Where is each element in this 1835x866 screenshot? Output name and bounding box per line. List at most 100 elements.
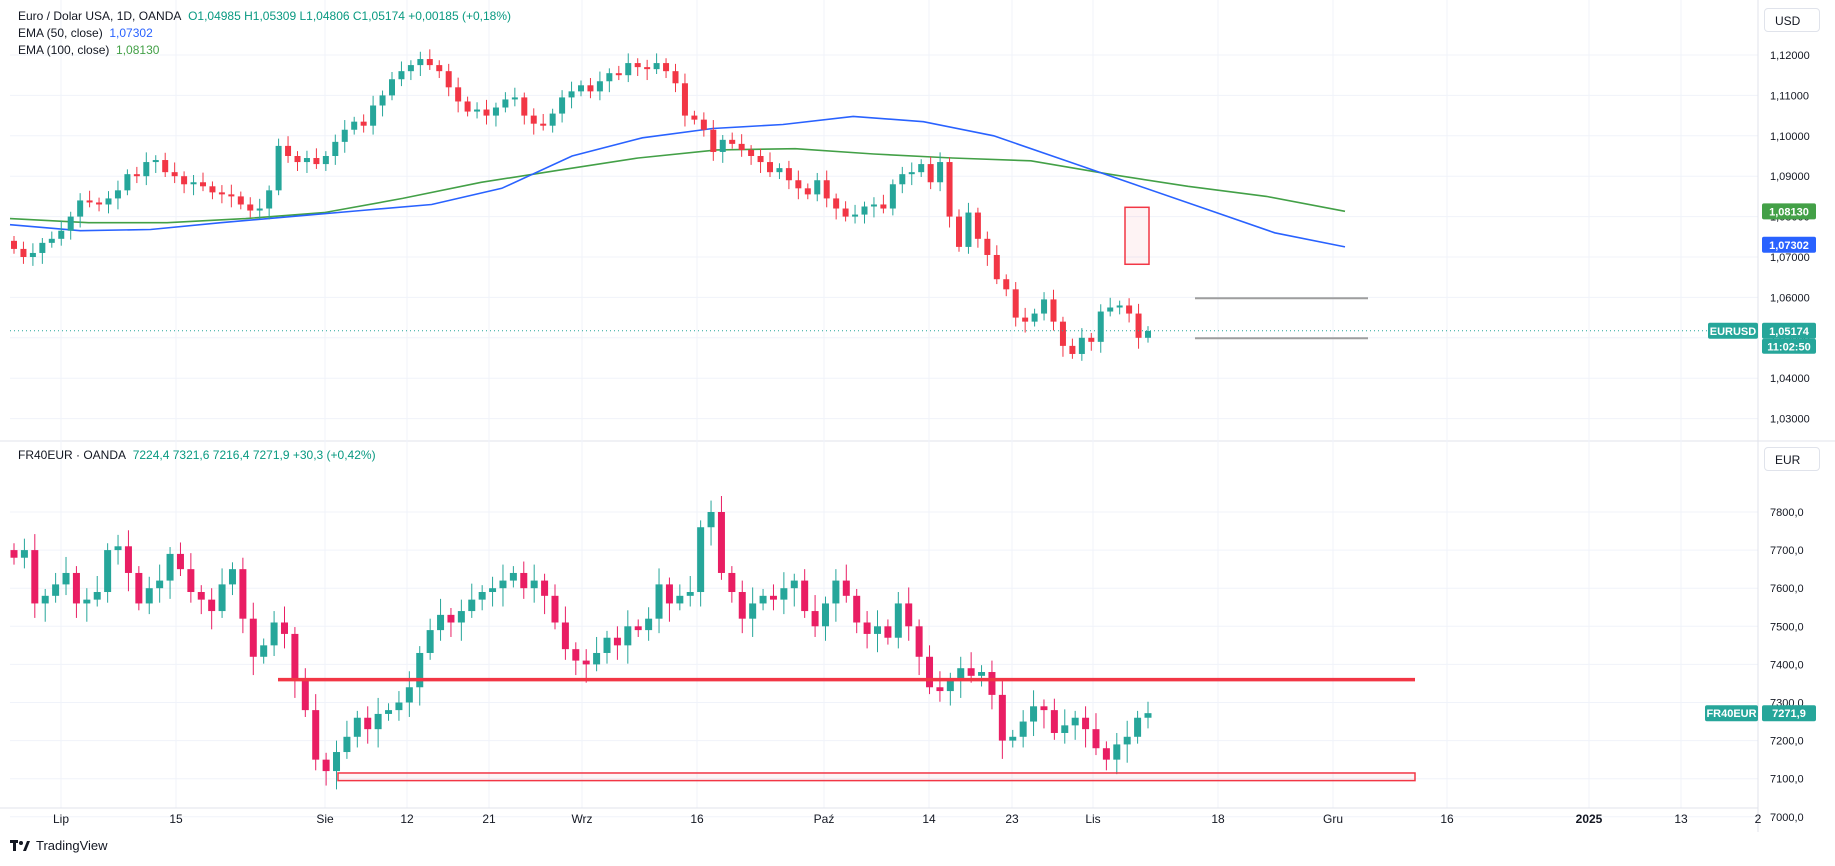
candle-body [804,188,811,195]
ema100-value: 1,08130 [116,43,160,57]
candle-body [1003,279,1010,290]
candle-body [624,626,632,646]
fr40-symbol-tag-bg [1705,705,1758,722]
candle-body [568,91,575,98]
y-tick-label: 1,07000 [1770,252,1810,264]
candle-body [436,65,443,72]
candle-body [915,626,923,657]
candle-body [663,63,670,72]
candle-body [228,194,235,197]
candle-body [1050,710,1058,733]
candle-body [1030,706,1038,722]
candle-body [946,162,953,217]
time-tick-label: 15 [169,812,183,826]
candle-body [447,614,455,623]
time-tick-label: 12 [400,812,414,826]
ema50-price-tag: 1,07302 [1769,240,1809,252]
candle-body [181,176,188,185]
candle-body [437,614,445,631]
candle-body [956,216,962,247]
price-axes[interactable]: 1,120001,110001,100001,090001,080001,070… [0,0,1810,832]
candle-body [96,202,103,205]
candle-body [899,174,906,185]
time-tick-label: 16 [1440,812,1454,826]
ema50-label[interactable]: EMA (50, close) [18,26,103,40]
candle-body [114,546,122,551]
candle-body [280,622,288,634]
ema100-line [9,147,1346,224]
support-zone [337,772,1416,782]
candle-body [370,105,377,126]
candle-body [655,584,663,619]
y-tick-label: 1,04000 [1770,373,1810,385]
candle-body [842,580,850,596]
candle-body [625,63,632,76]
y-tick-label: 7400,0 [1770,659,1804,671]
eurusd-title[interactable]: Euro / Dolar USA, 1D, OANDA [18,9,182,23]
candle-body [965,212,972,247]
eurusd-last-price-tag-bg [1762,322,1816,339]
candle-body [974,212,981,239]
candle-body [823,180,830,199]
candle-body [842,208,849,217]
candle-body [200,182,206,187]
candle-body [11,240,17,249]
candle-body [801,580,809,612]
drawing-annotations[interactable] [10,206,1758,782]
eur-currency-button[interactable]: EUR [1764,447,1820,471]
time-axis[interactable]: Lip 15 Sie 12 21 Wrz 16 Paź 14 23 Lis 18 Gru 16 2025 13… [53,812,1762,826]
y-tick-label: 1,11000 [1770,90,1809,102]
time-tick-label: 23 [1005,812,1019,826]
eurusd-symbol-tag: EURUSD [1710,326,1757,338]
candle-body [457,611,465,623]
candle-body [104,550,112,593]
candle-body [416,652,424,688]
usd-currency-button[interactable]: USD [1764,8,1820,32]
candle-body [1116,305,1123,308]
ema100-label[interactable]: EMA (100, close) [18,43,110,57]
candle-body [483,109,490,116]
candle-body [294,156,301,163]
candle-body [502,99,509,108]
candle-body [152,160,159,163]
candle-body [312,710,320,760]
candle-body [77,200,84,217]
candle-body [634,626,642,631]
candle-body [603,637,611,653]
candle-body [613,637,621,646]
candle-body [72,572,80,604]
eurusd-last-price-tag: 1,05174 [1769,326,1810,338]
candle-body [20,248,27,257]
candle-body [322,759,330,772]
fr40-last-price-tag: 7271,9 [1772,708,1806,720]
y-tick-label: 7100,0 [1770,774,1804,786]
candle-body [492,107,499,116]
candle-body [464,101,471,112]
candle-body [894,603,902,638]
candle-body [769,595,777,600]
candle-body [852,214,859,217]
candle-body [749,603,757,619]
candle-body [301,679,309,711]
candle-body [389,79,395,96]
top-legend: Euro / Dolar USA, 1D, OANDA O1,04985 H1,… [18,8,511,59]
highlight-box [1124,206,1150,266]
fr40-title[interactable]: FR40EUR · OANDA [18,448,127,462]
candle-body [499,580,507,589]
ema50-value: 1,07302 [109,26,153,40]
candle-body [984,238,991,255]
candle-body [863,622,871,634]
bottom-legend: FR40EUR · OANDA 7224,4 7321,6 7216,4 727… [18,447,376,464]
candle-body [133,174,140,177]
candle-body [645,618,653,631]
candle-body [1031,313,1038,322]
candle-body [1135,313,1142,338]
candle-body [615,73,622,76]
candle-body [171,172,178,177]
tradingview-logo[interactable]: TradingView [10,838,108,853]
candle-body [998,694,1006,741]
y-tick-label: 1,03000 [1770,414,1810,426]
candle-body [918,164,925,173]
brand-name: TradingView [36,838,108,853]
